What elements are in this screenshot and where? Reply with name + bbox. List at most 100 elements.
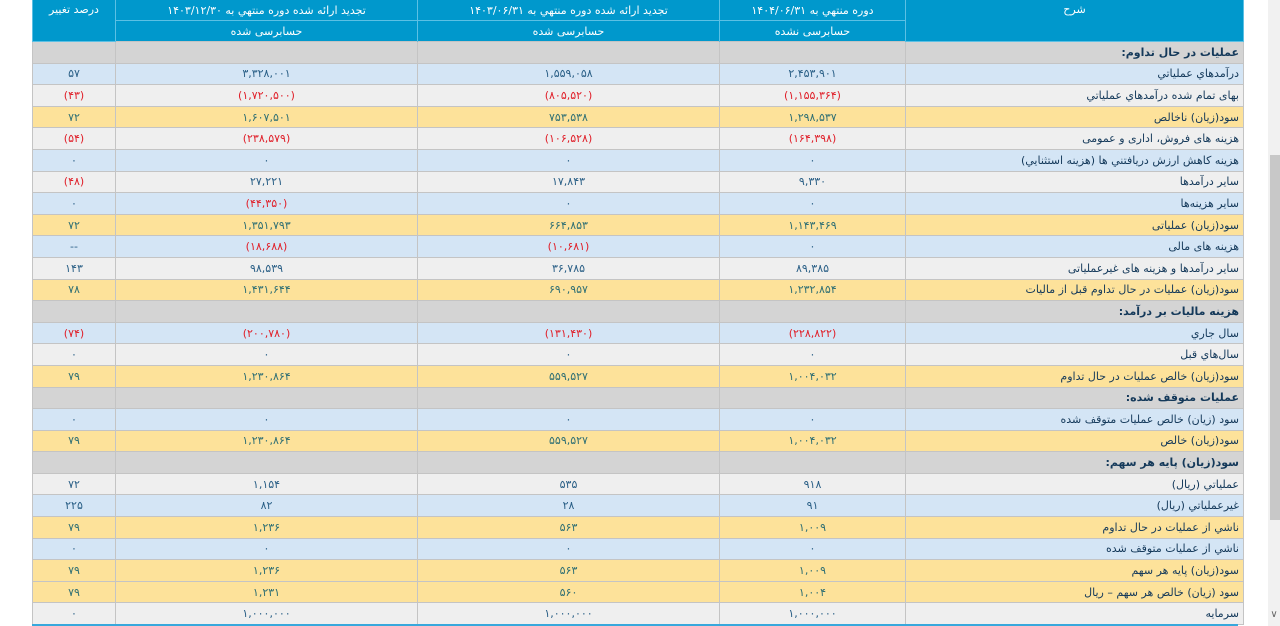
cell-current: ۰ [719,235,906,258]
section-header-row: سود(زيان) پايه هر سهم: [32,451,1244,474]
cell-change-percent: ۷۹ [32,429,116,453]
table-row: هزينه هاى مالى ۰ (۱۰,۶۸۱) (۱۸,۶۸۸) -- [32,235,1244,258]
cell-current: (۱۶۴,۳۹۸) [719,127,906,150]
cell-prev-half: (۱۳۱,۴۳۰) [417,321,720,345]
row-label: سود(زيان) عمليات در حال تداوم قبل از مال… [905,278,1244,302]
header-col-current-status: حسابرسی نشده [719,20,906,42]
cell-prev-half: ۵۵۹,۵۲۷ [417,364,720,388]
cell-current: ۰ [719,537,906,561]
row-label: سال‌هاي قبل [905,343,1244,366]
cell-change-percent [32,41,116,64]
cell-prev-half: ۲۸ [417,494,720,518]
cell-change-percent: ۷۲ [32,105,116,129]
cell-prev-half [417,386,720,410]
cell-prev-half: ۷۵۳,۵۳۸ [417,105,720,129]
cell-change-percent: ۷۹ [32,559,116,582]
row-label: هزينه هاى فروش، ادارى و عمومى [905,127,1244,150]
cell-prev-year: ۱,۰۰۰,۰۰۰ [115,602,418,626]
cell-current: ۸۹,۳۸۵ [719,256,906,280]
table-row: سال‌هاي قبل ۰ ۰ ۰ ۰ [32,343,1244,366]
cell-prev-year [115,41,418,64]
cell-change-percent: ۰ [32,343,116,366]
cell-current: ۱,۰۰۴,۰۳۲ [719,364,906,388]
header-col-current: دوره منتهي به ۱۴۰۴/۰۶/۳۱ [719,0,906,21]
cell-prev-year: ۰ [115,343,418,366]
cell-change-percent: -- [32,235,116,258]
table-row: عملياتي (ريال) ۹۱۸ ۵۳۵ ۱,۱۵۴ ۷۲ [32,472,1244,496]
cell-prev-half [417,451,720,474]
cell-current: (۲۲۸,۸۲۲) [719,321,906,345]
cell-prev-year [115,386,418,410]
cell-prev-half: (۱۰۶,۵۲۸) [417,127,720,150]
cell-current [719,300,906,323]
cell-prev-half: ۰ [417,537,720,561]
cell-current: (۱,۱۵۵,۳۶۴) [719,84,906,107]
cell-change-percent: ۰ [32,408,116,431]
scroll-down-arrow-icon[interactable]: ∨ [1270,609,1278,620]
cell-change-percent: (۷۴) [32,321,116,345]
row-label: هزينه هاى مالى [905,235,1244,258]
cell-prev-year: ۱,۲۳۰,۸۶۴ [115,429,418,453]
row-label: سود(زيان) خالص [905,429,1244,453]
table-row: بهاى تمام شده درآمدهاي عملياتي (۱,۱۵۵,۳۶۴… [32,84,1244,107]
vertical-scrollbar-thumb[interactable] [1270,155,1280,520]
table-row: سال جاري (۲۲۸,۸۲۲) (۱۳۱,۴۳۰) (۲۰۰,۷۸۰) (۷۴) [32,321,1244,345]
cell-prev-year: ۰ [115,537,418,561]
cell-prev-year [115,451,418,474]
cell-change-percent: ۰ [32,537,116,561]
row-label: سود (زيان) خالص عمليات متوقف شده [905,408,1244,431]
cell-prev-half [417,300,720,323]
header-col-prev-half-status: حسابرسی شده [417,20,720,42]
cell-prev-year: ۱,۱۵۴ [115,472,418,496]
table-row: سود(زيان) ناخالص ۱,۲۹۸,۵۳۷ ۷۵۳,۵۳۸ ۱,۶۰۷,۵۰… [32,105,1244,129]
cell-change-percent: ۷۲ [32,472,116,496]
cell-prev-year: ۹۸,۵۳۹ [115,256,418,280]
row-label: سال جاري [905,321,1244,345]
row-label: سود(زيان) ناخالص [905,105,1244,129]
cell-current: ۱,۲۳۲,۸۵۴ [719,278,906,302]
cell-prev-half: ۱۷,۸۴۳ [417,170,720,194]
cell-prev-half: ۵۶۰ [417,580,720,604]
table-row: ساير هزينه‌ها ۰ ۰ (۴۴,۳۵۰) ۰ [32,192,1244,215]
row-label: درآمدهاي عملياتي [905,62,1244,86]
cell-change-percent: ۷۲ [32,213,116,237]
cell-current: ۹,۳۳۰ [719,170,906,194]
section-header-row: عمليات متوقف شده: [32,386,1244,410]
header-row-1: شرح دوره منتهي به ۱۴۰۴/۰۶/۳۱ تجدید ارائه… [32,0,1244,42]
cell-prev-year: ۱,۲۳۱ [115,580,418,604]
cell-prev-year: ۰ [115,148,418,172]
row-label: عملياتي (ريال) [905,472,1244,496]
row-label: هزينه ماليات بر درآمد: [905,300,1244,323]
row-label: غيرعملياتي (ريال) [905,494,1244,518]
cell-prev-year: (۲۳۸,۵۷۹) [115,127,418,150]
cell-prev-year: (۱۸,۶۸۸) [115,235,418,258]
header-col-prev-year: تجدید ارائه شده دوره منتهي به ۱۴۰۳/۱۲/۳۰ [115,0,418,21]
table-row: سود(زيان) عملياتى ۱,۱۴۳,۴۶۹ ۶۶۴,۸۵۳ ۱,۳۵۱,۷… [32,213,1244,237]
cell-prev-year: (۴۴,۳۵۰) [115,192,418,215]
row-label: سود(زيان) پايه هر سهم: [905,451,1244,474]
cell-change-percent: ۷۹ [32,364,116,388]
cell-change-percent: ۷۹ [32,580,116,604]
row-label: ناشي از عمليات در حال تداوم [905,516,1244,539]
cell-current [719,41,906,64]
cell-prev-half: ۳۶,۷۸۵ [417,256,720,280]
cell-prev-half: ۵۵۹,۵۲۷ [417,429,720,453]
cell-current: ۱,۰۰۰,۰۰۰ [719,602,906,626]
cell-current: ۱,۱۴۳,۴۶۹ [719,213,906,237]
cell-current: ۰ [719,192,906,215]
cell-prev-year: ۰ [115,408,418,431]
table-body: عملیات در حال تداوم: درآمدهاي عملياتي ۲,۴۵… [32,41,1244,626]
table-row: درآمدهاي عملياتي ۲,۴۵۳,۹۰۱ ۱,۵۵۹,۰۵۸ ۳,۳۲۸,… [32,62,1244,86]
cell-prev-half: ۰ [417,408,720,431]
header-row-2: حسابرسی نشده حسابرسی شده حسابرسی شده [33,20,1244,42]
cell-change-percent [32,451,116,474]
cell-change-percent: ۰ [32,602,116,626]
cell-change-percent: (۴۸) [32,170,116,194]
table-row: سود(زيان) خالص ۱,۰۰۴,۰۳۲ ۵۵۹,۵۲۷ ۱,۲۳۰,۸۶۴ ۷… [32,429,1244,453]
cell-prev-year: ۸۲ [115,494,418,518]
table-row: سود(زيان) پايه هر سهم ۱,۰۰۹ ۵۶۳ ۱,۲۳۶ ۷۹ [32,559,1244,582]
cell-current: ۰ [719,408,906,431]
cell-prev-year: (۱,۷۲۰,۵۰۰) [115,84,418,107]
header-col-prev-year-status: حسابرسی شده [115,20,418,42]
section-header-row: هزينه ماليات بر درآمد: [32,300,1244,323]
